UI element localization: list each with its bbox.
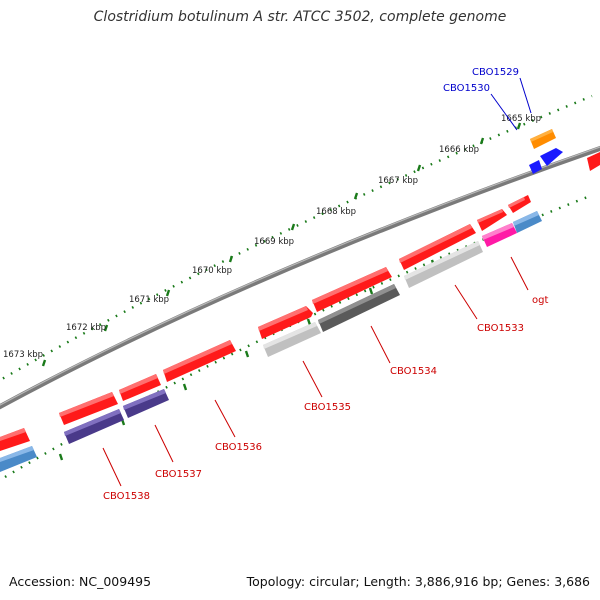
gene-label-cbo1530: CBO1530: [443, 83, 490, 94]
major-ticks-outer: [41, 122, 522, 367]
gene-arrow[interactable]: [119, 374, 161, 401]
gene-arrow[interactable]: [399, 224, 476, 270]
tick-label-1671: 1671 kbp: [129, 295, 169, 305]
inner-genes: [0, 148, 563, 472]
gene-arrow[interactable]: [0, 446, 37, 472]
gene-label-cbo1536: CBO1536: [215, 442, 262, 453]
tick-label-1668: 1668 kbp: [316, 207, 356, 217]
leader-lines: [102, 77, 532, 487]
gene-arrow-cbo1534[interactable]: [318, 284, 400, 332]
gene-arrow[interactable]: [163, 340, 236, 382]
gene-arrow-cbo1529[interactable]: [530, 129, 556, 149]
gene-arrow[interactable]: [513, 211, 542, 233]
map-title: Clostridium botulinum A str. ATCC 3502, …: [93, 9, 507, 25]
tick-label-1673: 1673 kbp: [3, 350, 43, 360]
gene-arrow-cbo1538[interactable]: [64, 409, 124, 444]
gene-arrow-cbo1530[interactable]: [529, 148, 563, 174]
outer-genes: [0, 129, 600, 451]
gene-label-cbo1537: CBO1537: [155, 469, 202, 480]
gene-arrow[interactable]: [477, 209, 507, 231]
gene-arrow-ogt[interactable]: [482, 223, 517, 247]
gene-arrow[interactable]: [312, 267, 392, 312]
gene-label-cbo1538: CBO1538: [103, 491, 150, 502]
gene-arrow[interactable]: [59, 392, 118, 425]
genome-backbone: [0, 145, 600, 410]
gene-arrow-cbo1537[interactable]: [123, 389, 169, 418]
gene-arrow[interactable]: [0, 428, 30, 451]
gene-arrow[interactable]: [587, 152, 600, 171]
gene-label-cbo1534: CBO1534: [390, 366, 437, 377]
tick-label-1669: 1669 kbp: [254, 237, 294, 247]
accession-label: Accession: NC_009495: [9, 574, 152, 589]
tick-label-1665: 1665 kbp: [501, 114, 541, 124]
gene-arrow[interactable]: [508, 195, 531, 213]
gene-label-cbo1529: CBO1529: [472, 67, 519, 78]
gene-arrow[interactable]: [258, 306, 313, 339]
tick-label-1670: 1670 kbp: [192, 266, 232, 276]
gene-label-ogt: ogt: [532, 295, 548, 306]
gene-arrow-cbo1535[interactable]: [263, 322, 321, 357]
gene-label-cbo1533: CBO1533: [477, 323, 524, 334]
genome-summary: Topology: circular; Length: 3,886,916 bp…: [246, 574, 590, 589]
gene-arrow-cbo1533[interactable]: [404, 241, 483, 288]
tick-label-1666: 1666 kbp: [439, 145, 479, 155]
gene-label-cbo1535: CBO1535: [304, 402, 351, 413]
tick-label-1667: 1667 kbp: [378, 176, 418, 186]
tick-label-1672: 1672 kbp: [66, 323, 106, 333]
